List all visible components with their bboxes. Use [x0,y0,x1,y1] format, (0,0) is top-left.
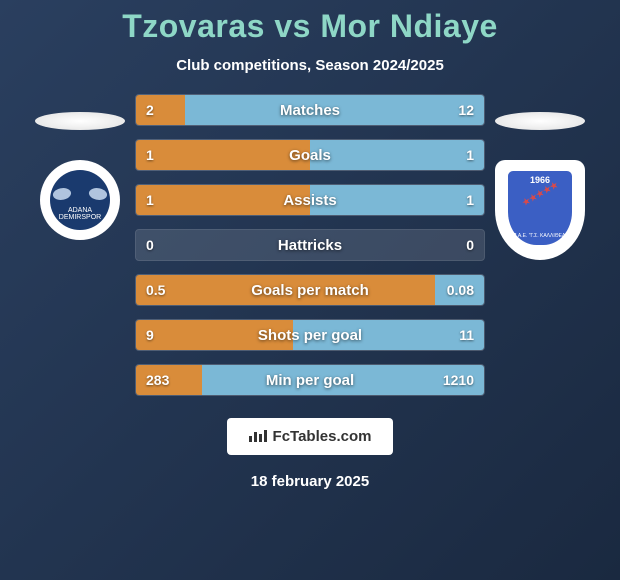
subtitle: Club competitions, Season 2024/2025 [176,57,444,74]
stat-bar-left [136,95,185,125]
stat-value-left: 0 [146,237,154,253]
stat-label: Matches [280,102,340,119]
badge-right-text: Π.Α.Ε. "Γ.Σ. ΚΑΛΛΙΘΕΑ" [513,234,567,239]
player-left-photo [35,112,125,130]
stat-row: 1 1 Assists [135,184,485,216]
stat-value-left: 1 [146,147,154,163]
stat-bar-left [136,140,310,170]
stat-value-left: 2 [146,102,154,118]
footer-site-badge[interactable]: FcTables.com [227,418,394,455]
player-left-side: ADANA DEMIRSPOR [35,94,125,240]
stat-row: 2 12 Matches [135,94,485,126]
stat-label: Goals per match [251,282,369,299]
stat-value-right: 12 [458,102,474,118]
team-badge-right-inner: 1966 ★★★★★ Π.Α.Ε. "Γ.Σ. ΚΑΛΛΙΘΕΑ" [505,168,575,248]
stat-value-right: 0 [466,237,474,253]
stat-value-right: 1 [466,192,474,208]
main-area: ADANA DEMIRSPOR 212Matches11Goals11Assis… [0,94,620,396]
stat-value-left: 283 [146,372,169,388]
badge-wings-icon [55,188,105,208]
stat-value-left: 0.5 [146,282,165,298]
badge-left-text: ADANA DEMIRSPOR [55,207,105,222]
stat-value-right: 11 [459,327,474,343]
stat-row: 0 0 Hattricks [135,229,485,261]
stat-row: 0.5 0.08 Goals per match [135,274,485,306]
stat-bar-right [310,140,484,170]
stat-label: Hattricks [278,237,342,254]
player-right-photo [495,112,585,130]
player-right-side: 1966 ★★★★★ Π.Α.Ε. "Γ.Σ. ΚΑΛΛΙΘΕΑ" [495,94,585,260]
footer-site-label: FcTables.com [273,428,372,445]
stats-column: 212Matches11Goals11Assists00Hattricks0.5… [135,94,485,396]
chart-icon [249,428,267,445]
page-title: Tzovaras vs Mor Ndiaye [122,8,498,45]
comparison-container: Tzovaras vs Mor Ndiaye Club competitions… [0,0,620,580]
stat-label: Min per goal [266,372,354,389]
team-badge-left-inner: ADANA DEMIRSPOR [50,170,110,230]
stat-row: 1 1 Goals [135,139,485,171]
stat-row: 9 11 Shots per goal [135,319,485,351]
stat-label: Shots per goal [258,327,362,344]
stat-value-left: 9 [146,327,154,343]
team-badge-right: 1966 ★★★★★ Π.Α.Ε. "Γ.Σ. ΚΑΛΛΙΘΕΑ" [495,160,585,260]
footer-date: 18 february 2025 [251,473,369,490]
team-badge-left: ADANA DEMIRSPOR [40,160,120,240]
stat-value-left: 1 [146,192,154,208]
stat-row: 283 1210 Min per goal [135,364,485,396]
stat-label: Goals [289,147,331,164]
stat-label: Assists [283,192,336,209]
stat-value-right: 0.08 [447,282,474,298]
stat-value-right: 1 [466,147,474,163]
stat-value-right: 1210 [443,372,474,388]
